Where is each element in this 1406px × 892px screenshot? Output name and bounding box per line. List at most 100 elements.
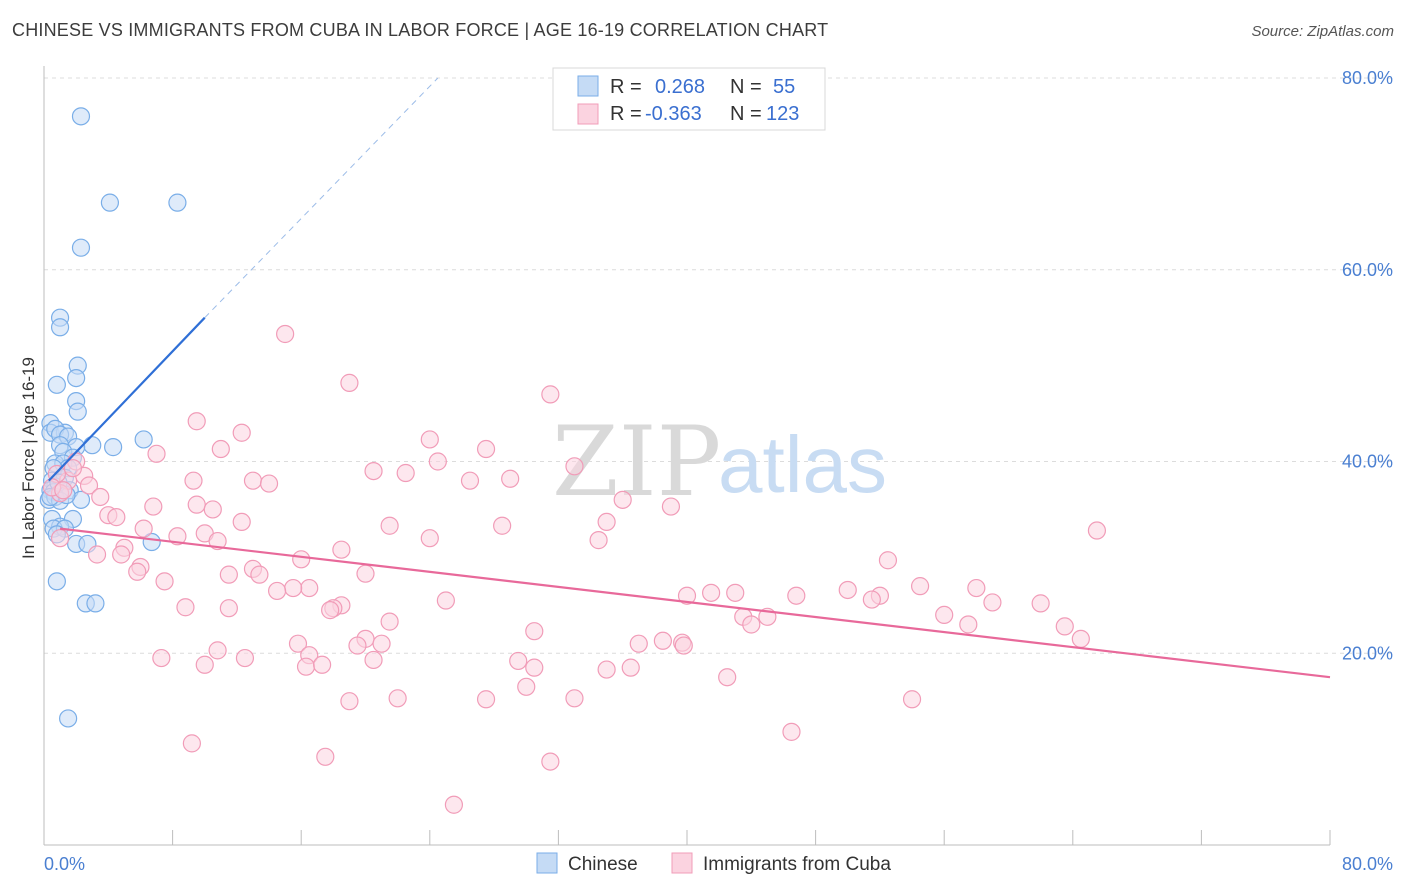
point-cuba-44 [87, 545, 107, 564]
point-cuba-118 [63, 459, 83, 478]
trend-layer [48, 77, 1331, 679]
point-chinese-18 [83, 436, 102, 455]
point-cuba-24 [613, 490, 632, 509]
point-chinese-8 [47, 375, 66, 394]
point-cuba-96 [235, 648, 255, 668]
point-cuba-0 [276, 324, 295, 344]
point-cuba-55 [356, 564, 375, 583]
point-cuba-26 [144, 497, 163, 516]
point-cuba-1 [340, 373, 359, 392]
point-chinese-0 [71, 107, 91, 126]
point-cuba-92 [348, 636, 367, 655]
point-cuba-116 [444, 795, 464, 814]
point-cuba-57 [677, 586, 697, 605]
point-cuba-70 [436, 591, 455, 610]
point-chinese-19 [104, 438, 123, 457]
point-cuba-82 [1055, 617, 1074, 636]
point-cuba-97 [364, 650, 383, 670]
point-cuba-111 [340, 692, 359, 711]
bottom-legend-swatch-cuba [671, 852, 693, 874]
point-cuba-60 [1087, 521, 1107, 540]
point-cuba-46 [292, 550, 311, 569]
point-cuba-68 [1031, 594, 1050, 613]
point-chinese-51 [59, 709, 78, 728]
point-chinese-22 [134, 430, 153, 449]
point-cuba-86 [653, 631, 672, 650]
point-chinese-5 [50, 318, 70, 337]
point-cuba-81 [380, 612, 399, 631]
point-cuba-107 [565, 689, 584, 708]
y-tick-label-2: 60.0% [1342, 260, 1393, 280]
point-cuba-115 [541, 752, 560, 771]
point-cuba-62 [838, 580, 857, 600]
point-cuba-40 [50, 529, 70, 548]
point-cuba-109 [476, 690, 496, 709]
points-layer [39, 107, 1107, 814]
point-cuba-75 [321, 601, 340, 620]
point-chinese-1 [100, 193, 120, 212]
watermark: ZIP atlas [552, 406, 887, 518]
point-cuba-104 [621, 658, 640, 677]
point-cuba-56 [155, 572, 174, 591]
point-cuba-38 [420, 529, 439, 548]
point-cuba-53 [284, 578, 303, 598]
point-cuba-74 [219, 599, 238, 618]
point-cuba-93 [208, 641, 227, 660]
point-cuba-7 [476, 439, 496, 459]
y-axis-label: In Labor Force | Age 16-19 [19, 357, 38, 559]
x-tick-label-min: 0.0% [44, 854, 85, 874]
legend-n-label-cuba: N = [730, 103, 762, 125]
legend-n-value-cuba: 123 [766, 103, 799, 125]
legend-r-value-chinese: 0.268 [655, 76, 705, 98]
bottom-legend-label-cuba: Immigrants from Cuba [703, 854, 891, 875]
point-cuba-11 [565, 457, 584, 476]
point-cuba-114 [316, 747, 335, 766]
point-cuba-33 [493, 516, 512, 535]
y-tick-label-1: 40.0% [1342, 452, 1393, 472]
point-cuba-8 [147, 444, 166, 463]
point-cuba-58 [878, 551, 898, 570]
point-cuba-108 [388, 689, 407, 708]
bottom-legend: Chinese Immigrants from Cuba [536, 852, 891, 875]
point-cuba-39 [208, 531, 227, 551]
point-cuba-78 [742, 615, 761, 634]
trend-line-chinese-extension [204, 77, 439, 319]
point-cuba-110 [902, 690, 922, 709]
legend-r-label-chinese: R = [610, 76, 642, 98]
point-cuba-102 [525, 658, 544, 677]
axes [43, 66, 1331, 846]
point-cuba-106 [517, 677, 536, 696]
point-cuba-95 [152, 648, 171, 668]
point-cuba-36 [168, 527, 187, 546]
point-cuba-69 [862, 590, 881, 609]
point-cuba-50 [128, 562, 147, 581]
point-cuba-34 [380, 516, 399, 535]
point-cuba-84 [525, 622, 544, 641]
point-cuba-32 [107, 508, 126, 527]
point-chinese-50 [86, 594, 105, 613]
point-cuba-22 [91, 487, 110, 507]
point-cuba-112 [782, 722, 801, 741]
point-cuba-64 [787, 586, 806, 605]
point-cuba-6 [211, 439, 230, 459]
watermark-atlas: atlas [718, 420, 887, 509]
legend-n-value-chinese: 55 [773, 76, 795, 98]
point-cuba-41 [589, 531, 608, 550]
point-cuba-83 [1071, 629, 1090, 648]
point-cuba-66 [967, 578, 986, 598]
y-tick-label-0: 20.0% [1342, 643, 1393, 663]
point-cuba-25 [661, 497, 681, 516]
point-cuba-52 [300, 578, 319, 598]
point-cuba-10 [364, 461, 383, 481]
y-tick-label-3: 80.0% [1342, 68, 1393, 88]
point-cuba-103 [597, 660, 616, 679]
point-cuba-59 [910, 577, 930, 596]
point-cuba-80 [959, 615, 978, 634]
chart-title: CHINESE VS IMMIGRANTS FROM CUBA IN LABOR… [12, 20, 829, 40]
point-cuba-17 [184, 471, 203, 490]
point-cuba-101 [312, 655, 332, 674]
point-cuba-73 [176, 598, 195, 617]
point-cuba-27 [187, 495, 206, 514]
point-cuba-51 [250, 565, 269, 584]
